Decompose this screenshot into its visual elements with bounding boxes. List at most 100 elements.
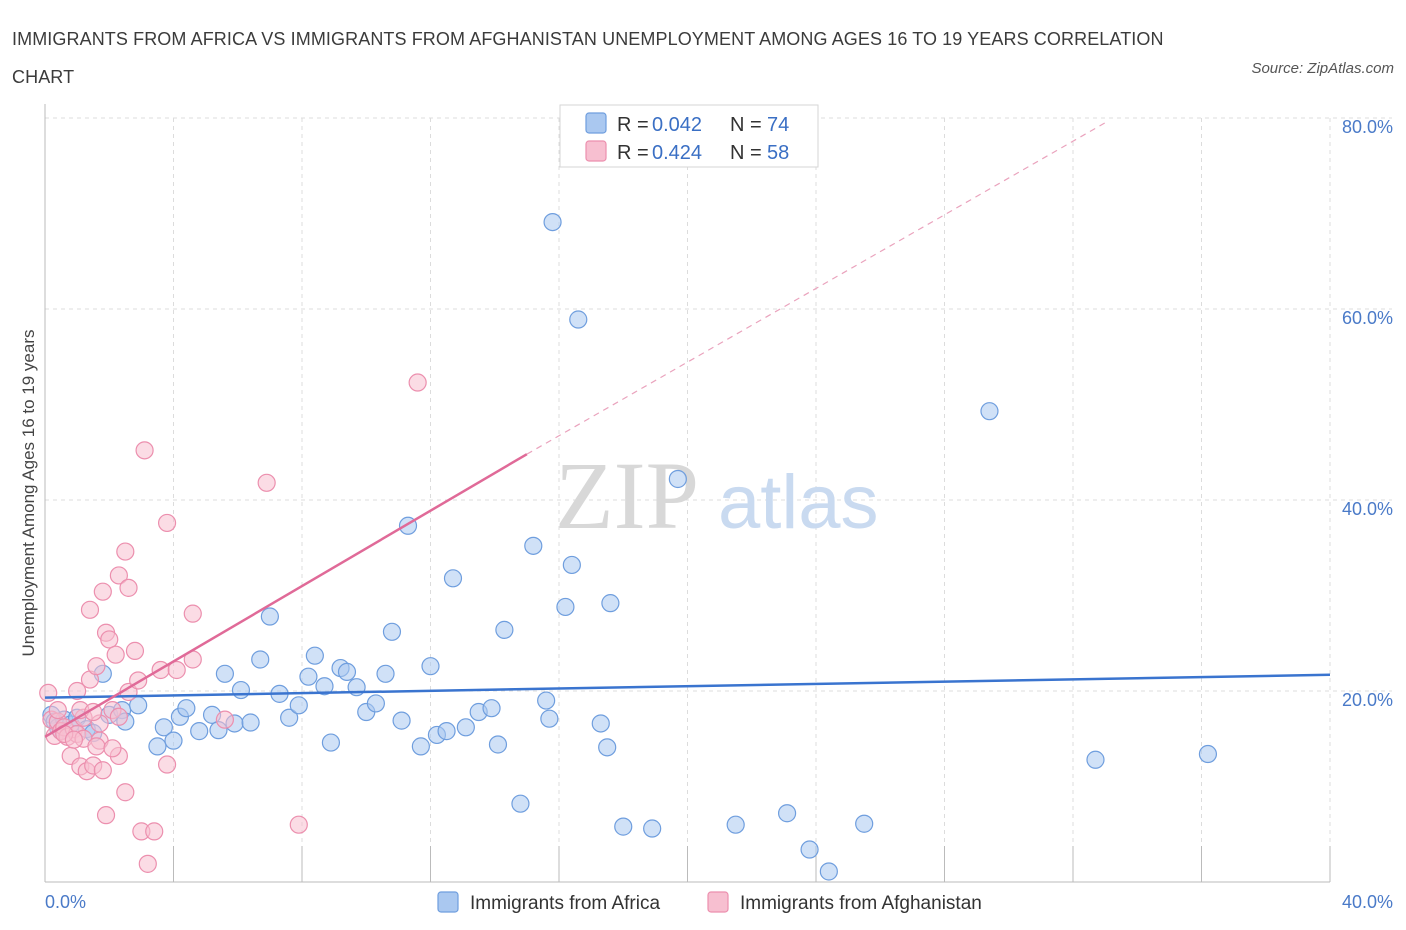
legend-africa-n-value: 74 bbox=[767, 114, 789, 136]
y-axis-label: Unemployment Among Ages 16 to 19 years bbox=[19, 330, 38, 657]
chart-title: IMMIGRANTS FROM AFRICA VS IMMIGRANTS FRO… bbox=[12, 29, 1164, 87]
africa-point bbox=[543, 212, 562, 232]
africa-point bbox=[537, 691, 556, 710]
africa-point bbox=[305, 646, 324, 665]
legend-afghanistan-n-label: N = bbox=[730, 142, 762, 164]
afghanistan-point bbox=[84, 702, 103, 722]
africa-point bbox=[556, 597, 575, 617]
afghanistan-point bbox=[408, 373, 427, 392]
africa-point bbox=[231, 680, 251, 700]
africa-point bbox=[1086, 750, 1105, 769]
bottom-legend: Immigrants from Africa Immigrants from A… bbox=[437, 891, 982, 914]
africa-point bbox=[482, 699, 501, 718]
africa-point bbox=[777, 804, 797, 823]
africa-point bbox=[980, 402, 999, 421]
bottom-legend-africa-swatch bbox=[437, 891, 459, 913]
trend-lines bbox=[44, 122, 1331, 738]
africa-point bbox=[299, 667, 318, 686]
legend-afghanistan-swatch bbox=[585, 140, 607, 162]
afghanistan-point bbox=[116, 542, 135, 561]
africa-point bbox=[280, 708, 299, 727]
africa-point bbox=[315, 677, 334, 696]
afghanistan-point bbox=[87, 737, 106, 756]
afghanistan-point bbox=[167, 660, 186, 680]
afghanistan-point bbox=[87, 657, 106, 676]
africa-point bbox=[540, 709, 559, 728]
africa-point bbox=[321, 733, 341, 752]
africa-point bbox=[148, 737, 167, 756]
africa-point bbox=[392, 711, 411, 730]
africa-point bbox=[215, 664, 234, 683]
tick-labels: 20.0% 40.0% 60.0% 80.0% 0.0% 40.0% bbox=[45, 117, 1393, 912]
legend-africa-swatch bbox=[585, 112, 607, 134]
africa-point bbox=[495, 620, 514, 639]
afghanistan-point bbox=[257, 473, 276, 492]
x-tick-label-min: 0.0% bbox=[45, 892, 86, 912]
afghanistan-point bbox=[80, 600, 100, 619]
afghanistan-point bbox=[93, 761, 112, 780]
afghanistan-point bbox=[68, 681, 87, 701]
africa-point bbox=[598, 738, 617, 757]
africa-point bbox=[456, 718, 475, 737]
africa-point bbox=[376, 664, 395, 683]
afghanistan-point bbox=[289, 815, 308, 834]
watermark-atlas: atlas bbox=[718, 460, 879, 545]
africa-point bbox=[855, 814, 874, 833]
legend-box: R = 0.042 N = 74 R = 0.424 N = 58 bbox=[559, 104, 819, 168]
africa-point bbox=[819, 862, 838, 881]
afghanistan-point bbox=[48, 700, 67, 720]
africa-point bbox=[382, 622, 402, 641]
afghanistan-point bbox=[109, 707, 128, 726]
afghanistan-point bbox=[138, 854, 157, 873]
afghanistan-trend-line bbox=[44, 453, 528, 738]
chart-source: Source: ZipAtlas.com bbox=[1251, 60, 1394, 77]
watermark-zip: ZIP bbox=[555, 442, 699, 549]
afghanistan-point bbox=[145, 822, 164, 841]
afghanistan-point bbox=[183, 604, 202, 623]
afghanistan-point bbox=[106, 645, 125, 664]
africa-point bbox=[260, 607, 279, 626]
y-tick-label: 80.0% bbox=[1342, 117, 1393, 137]
africa-point bbox=[524, 536, 543, 555]
axes bbox=[44, 104, 1331, 883]
africa-point bbox=[488, 735, 508, 754]
x-tick-label-max: 40.0% bbox=[1342, 892, 1393, 912]
africa-point bbox=[411, 737, 430, 756]
y-tick-label: 60.0% bbox=[1342, 308, 1393, 328]
africa-point bbox=[177, 699, 196, 718]
bottom-legend-africa-label: Immigrants from Africa bbox=[470, 893, 660, 914]
africa-point bbox=[614, 817, 633, 836]
africa-point bbox=[800, 840, 819, 859]
legend-afghanistan-r-value: 0.424 bbox=[652, 142, 702, 164]
africa-point bbox=[443, 569, 463, 588]
africa-point bbox=[366, 694, 385, 713]
africa-point bbox=[241, 713, 260, 732]
afghanistan-point bbox=[125, 641, 145, 660]
africa-point bbox=[437, 722, 456, 741]
afghanistan-point bbox=[157, 513, 177, 533]
africa-point bbox=[251, 650, 270, 669]
afghanistan-point bbox=[64, 730, 84, 749]
africa-point bbox=[421, 657, 440, 676]
legend-afghanistan-n-value: 58 bbox=[767, 142, 789, 164]
y-tick-label: 20.0% bbox=[1342, 690, 1393, 710]
afghanistan-point bbox=[103, 739, 122, 758]
afghanistan-trend-extension bbox=[526, 122, 1106, 455]
afghanistan-point bbox=[157, 755, 177, 774]
africa-point bbox=[190, 722, 209, 741]
y-tick-label: 40.0% bbox=[1342, 499, 1393, 519]
afghanistan-point bbox=[100, 630, 119, 649]
africa-point bbox=[337, 662, 357, 682]
bottom-legend-afghanistan-label: Immigrants from Afghanistan bbox=[740, 893, 982, 914]
africa-point bbox=[591, 714, 610, 733]
africa-point bbox=[562, 555, 581, 575]
africa-point bbox=[511, 794, 530, 813]
africa-point bbox=[154, 718, 173, 737]
afghanistan-point bbox=[116, 783, 135, 802]
afghanistan-point bbox=[96, 806, 116, 825]
bottom-legend-afghanistan-swatch bbox=[707, 891, 729, 913]
africa-point bbox=[569, 310, 588, 329]
africa-point bbox=[1198, 744, 1218, 764]
afghanistan-point bbox=[135, 441, 154, 460]
